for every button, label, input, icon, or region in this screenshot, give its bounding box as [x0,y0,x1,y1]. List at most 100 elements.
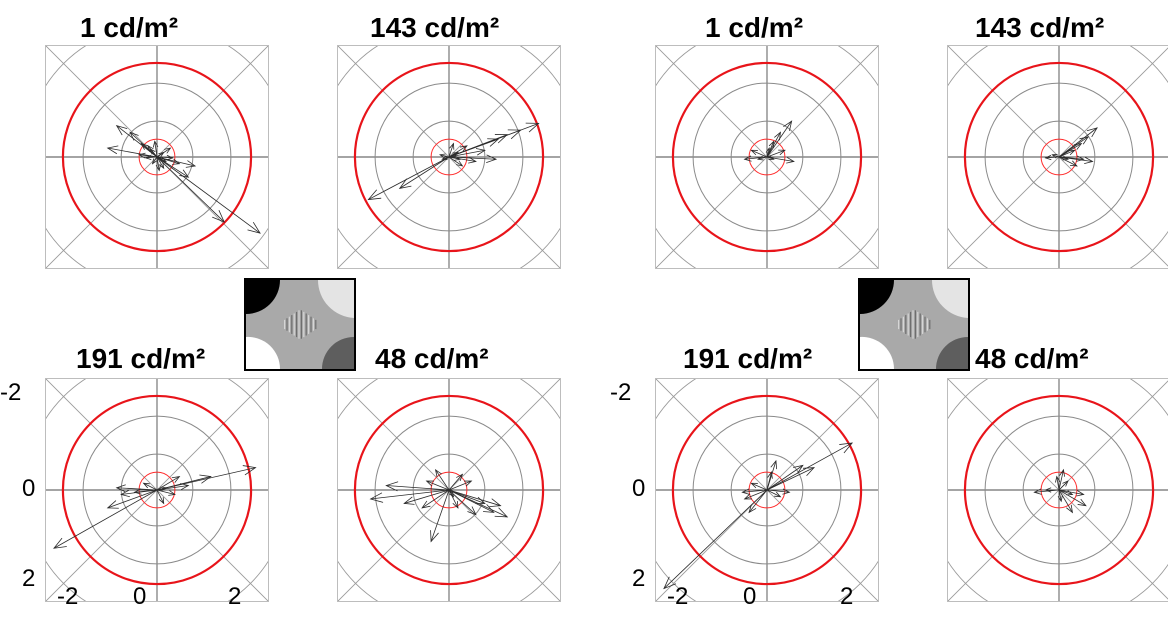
inner-red-ring [1040,471,1078,509]
flow-arrow [106,145,158,158]
grid-ring [374,415,524,565]
flow-arrow [1057,489,1063,503]
flow-arrow [430,489,450,543]
y-tick-label: 0 [22,475,36,502]
flow-arrow [156,476,181,491]
flow-arrow [369,489,450,503]
flow-arrow [448,489,502,508]
panel-frame [337,378,561,602]
x-tick-label: 2 [840,583,854,610]
arrow-set [53,465,257,549]
flow-arrow [403,489,450,505]
outer-red-ring [963,61,1155,253]
flow-arrow [1044,154,1060,161]
grating-graphic [246,280,354,369]
grid-ring [374,82,524,232]
flow-arrow [1055,475,1061,491]
flow-arrow [448,489,459,509]
arrow-set [1044,127,1098,167]
y-tick-label: -2 [0,379,22,406]
panel-frame [947,45,1168,269]
flow-arrow [448,489,455,498]
outer-red-ring [671,394,863,586]
flow-arrow [766,471,773,491]
grid-ring [692,82,842,232]
y-tick-label: -2 [610,379,632,406]
flow-arrow [766,488,791,495]
flow-arrow [151,156,158,165]
polar-quiver-plot [655,45,879,269]
flow-arrow [1058,155,1070,161]
polar-quiver-plot [45,378,269,602]
flow-arrow [766,467,816,491]
flow-arrow [156,483,190,491]
flow-arrow [766,442,854,491]
panel-frame [655,378,879,602]
y-tick-label: 2 [632,565,646,592]
flow-arrow [142,482,158,491]
flow-arrow [434,468,450,491]
flow-arrow [766,155,775,160]
flow-arrow [1058,489,1085,497]
x-tick-label: 0 [743,583,757,610]
flow-arrow [750,149,768,158]
grid-ring [692,415,842,565]
flow-arrow [766,464,804,491]
arrow-set [369,468,509,543]
x-tick-label: -2 [667,583,689,610]
polar-quiver-plot [655,378,879,602]
flow-arrow [156,154,174,161]
panel-title: 1 cd/m² [705,12,804,43]
flow-arrow [448,156,464,167]
flow-arrow [438,153,450,159]
x-tick-label: 0 [133,583,147,610]
panel-title: 143 cd/m² [975,12,1105,43]
grating-stimulus-icon [244,278,356,371]
flow-arrow [152,140,159,158]
flow-arrow [155,156,161,172]
polar-quiver-plot [947,45,1168,269]
flow-arrow [156,147,172,158]
inner-red-ring [138,138,176,176]
flow-arrow [156,489,165,505]
panel-frame [45,45,269,269]
panel-title: 1 cd/m² [80,12,179,43]
outer-red-ring [353,61,545,253]
flow-arrow [766,489,782,498]
grating-graphic [860,280,968,369]
panel-frame [947,378,1168,602]
flow-arrow [398,156,450,189]
flow-arrow [367,156,450,201]
flow-arrow [448,155,462,161]
flow-arrow [750,482,768,491]
flow-arrow [663,489,768,590]
flow-arrow [115,484,158,493]
panel-title: 48 cd/m² [375,343,489,374]
outer-red-ring [963,394,1155,586]
grid-ring [412,453,486,527]
panel-frame [655,45,879,269]
flow-arrow [448,489,509,518]
arrow-set [743,120,795,164]
grid-ring [730,453,804,527]
flow-arrow [765,146,771,158]
y-tick-label: 2 [22,565,36,592]
flow-arrow [741,488,768,495]
grid-ring [82,82,232,232]
flow-arrow [106,489,158,509]
flow-arrow [448,489,477,516]
x-tick-label: 2 [228,583,242,610]
flow-arrow [156,156,197,168]
flow-arrow [1058,156,1078,167]
arrow-set [367,122,540,201]
flow-arrow [1058,149,1076,158]
flow-arrow [448,138,500,158]
panel-title: 48 cd/m² [975,343,1089,374]
inner-red-ring [430,138,468,176]
flow-arrow [756,155,768,161]
arrow-set [106,124,261,234]
grid-ring [730,120,804,194]
flow-arrow [385,481,450,492]
inner-red-ring [1040,138,1078,176]
flow-arrow [1058,468,1065,491]
